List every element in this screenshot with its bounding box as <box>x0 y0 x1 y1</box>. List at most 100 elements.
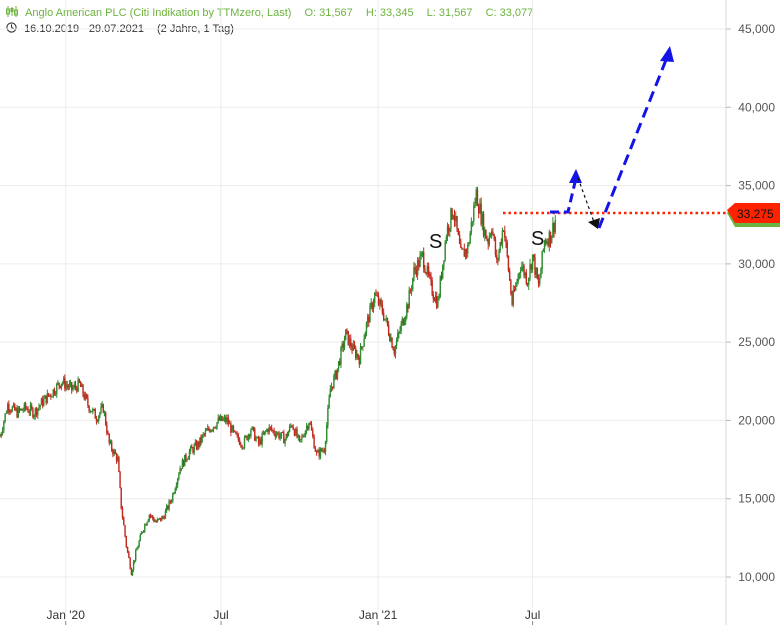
candle-body <box>386 317 389 326</box>
candle-body <box>68 383 71 388</box>
candle-body <box>548 231 551 247</box>
candle-body <box>467 244 469 254</box>
candle-body <box>213 427 216 428</box>
candle-body <box>73 384 75 388</box>
candle-body <box>85 394 88 399</box>
candle-body <box>331 386 334 389</box>
candle-body <box>473 205 475 222</box>
candle-body <box>188 451 191 458</box>
candle-body <box>513 289 516 291</box>
candle-body <box>94 409 96 419</box>
candle-body <box>15 408 17 411</box>
candle-body <box>335 370 337 379</box>
candle-body <box>269 426 272 428</box>
y-tick-label: 45,000 <box>738 22 775 36</box>
candle-body <box>400 323 402 331</box>
candle-body <box>302 436 304 437</box>
candle-body <box>284 439 286 444</box>
candle-body <box>195 442 198 450</box>
candle-body <box>465 249 468 254</box>
candle-body <box>27 409 29 413</box>
pullback-arrow <box>577 177 595 223</box>
candle-body <box>529 264 531 279</box>
candle-body <box>261 433 263 445</box>
candle-body <box>297 435 299 438</box>
candle-body <box>33 415 35 418</box>
candle-body <box>78 379 81 383</box>
candle-body <box>101 404 103 407</box>
candle-body <box>179 468 181 475</box>
candle-body <box>50 394 52 397</box>
candle-body <box>501 230 504 244</box>
x-axis: Jan '20 Jul Jan '21 Jul <box>47 608 540 625</box>
candle-body <box>137 546 139 550</box>
candle-body <box>298 435 301 440</box>
candle-body <box>402 318 405 325</box>
candle-body <box>319 448 322 457</box>
candle-body <box>161 516 163 521</box>
candle-body <box>217 417 219 423</box>
candle-body <box>182 459 185 467</box>
candle-body <box>272 430 274 432</box>
candle-body <box>440 276 443 279</box>
candle-body <box>267 429 269 433</box>
candle-body <box>337 361 340 369</box>
candle-body <box>521 267 523 271</box>
candle-body <box>389 334 391 342</box>
candle-body <box>376 295 378 297</box>
candle-body <box>266 429 268 432</box>
candle-body <box>456 216 458 230</box>
candle-body <box>20 408 22 411</box>
candle-body <box>535 268 537 275</box>
candle-body <box>344 329 347 341</box>
candle-body <box>364 332 366 339</box>
candle-body <box>399 330 401 333</box>
candle-body <box>519 270 522 273</box>
candle-body <box>301 436 303 440</box>
x-tick-label: Jul <box>525 608 540 622</box>
candle-body <box>170 501 173 503</box>
candle-body <box>162 516 164 518</box>
long-target-arrowhead <box>660 46 674 62</box>
candle-body <box>348 338 351 345</box>
candle-body <box>147 519 149 523</box>
shoulder-label-right: S <box>531 228 544 250</box>
candle-body <box>5 412 8 414</box>
candle-body <box>237 434 240 440</box>
candle-body <box>496 255 498 259</box>
candle-body <box>370 302 372 306</box>
candle-body <box>462 248 464 250</box>
candle-body <box>372 303 375 310</box>
candle-body <box>430 276 432 281</box>
candle-body <box>296 428 298 438</box>
candle-body <box>88 405 90 412</box>
candle-body <box>11 406 14 412</box>
candle-body <box>457 229 460 235</box>
candle-body <box>57 382 59 384</box>
candle-body <box>202 433 204 436</box>
candle-body <box>10 411 12 412</box>
candle-body <box>451 208 453 219</box>
candle-body <box>481 213 484 225</box>
candle-body <box>525 272 528 284</box>
candle-body <box>352 344 355 351</box>
candle-body <box>64 378 66 389</box>
candle-body <box>277 432 279 434</box>
candle-body <box>423 251 425 269</box>
candle-body <box>426 266 429 274</box>
candle-body <box>132 561 135 570</box>
candle-body <box>203 433 205 435</box>
candle-body <box>281 432 284 433</box>
candle-body <box>420 253 422 256</box>
candle-body <box>339 361 341 365</box>
candle-body <box>256 437 259 438</box>
candle-body <box>391 337 393 348</box>
candle-body <box>231 425 233 433</box>
candle-body <box>206 427 209 431</box>
candle-body <box>205 430 208 432</box>
candle-body <box>517 274 519 282</box>
candle-body <box>165 505 168 511</box>
candle-body <box>381 304 384 313</box>
candle-body <box>492 231 494 235</box>
